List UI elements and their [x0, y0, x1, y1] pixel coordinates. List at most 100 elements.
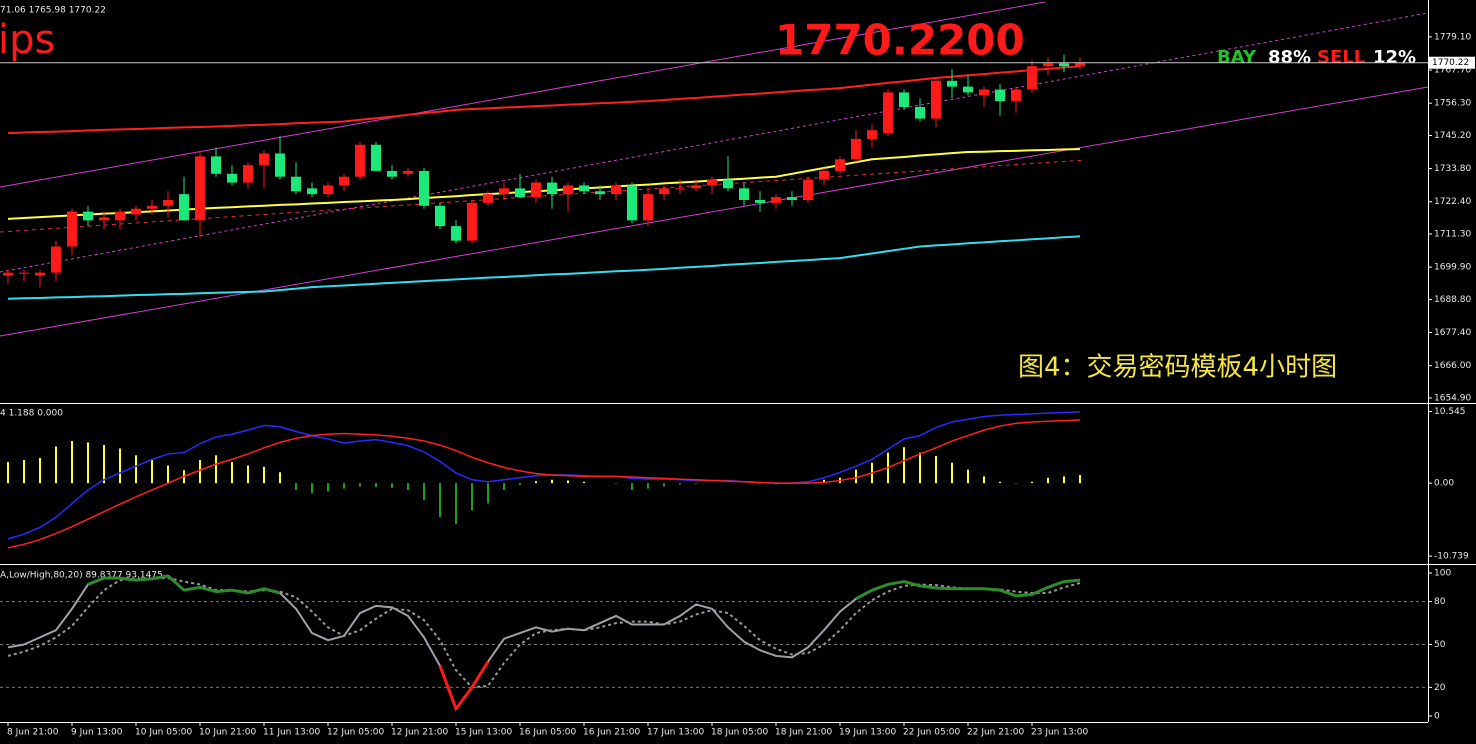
x-tick-label: 11 Jun 13:00 — [263, 728, 320, 738]
candle-body — [739, 188, 749, 200]
level-segment — [454, 686, 474, 710]
level-segment — [871, 583, 889, 592]
y-tick-label: 1756.30 — [1434, 99, 1471, 109]
level-segment — [999, 588, 1017, 598]
x-tick-label: 12 Jun 05:00 — [327, 728, 384, 738]
candle-body — [835, 159, 845, 171]
candle-body — [675, 188, 685, 190]
candle-body — [595, 191, 605, 195]
buy-value: 88% — [1268, 47, 1311, 68]
x-tick-label: 8 Jun 21:00 — [7, 728, 59, 738]
channel-line — [0, 12, 1429, 273]
candle-body — [611, 185, 621, 195]
y-tick-label: 80 — [1434, 597, 1446, 607]
candle-body — [51, 246, 61, 273]
y-tick-label: 100 — [1434, 569, 1451, 579]
candle-body — [1059, 63, 1069, 67]
x-tick-label: 18 Jun 21:00 — [775, 728, 832, 738]
candle-body — [803, 179, 813, 200]
candle-body — [211, 156, 221, 174]
candle-body — [1011, 89, 1021, 102]
candle-body — [643, 194, 653, 221]
current-price-label: 1770.22 — [1432, 58, 1469, 68]
sell-label: SELL — [1317, 47, 1365, 68]
current-price-box — [1429, 56, 1475, 69]
x-tick-label: 18 Jun 05:00 — [711, 728, 768, 738]
y-tick-label: 1711.30 — [1434, 229, 1471, 239]
candle-body — [851, 138, 861, 160]
x-tick-label: 19 Jun 13:00 — [839, 728, 896, 738]
candle-body — [131, 208, 141, 215]
candle-body — [819, 170, 829, 180]
macd-header: 4 1.188 0.000 — [0, 409, 63, 419]
indicator-line — [7, 419, 1081, 549]
y-tick-label: 1733.80 — [1434, 164, 1471, 174]
candle-body — [67, 211, 77, 247]
candle-body — [99, 217, 109, 221]
candle-body — [995, 89, 1005, 102]
candle-body — [723, 179, 733, 189]
level-segment — [135, 577, 153, 582]
candle-body — [563, 185, 573, 195]
channel-line — [0, 159, 1086, 233]
candle-body — [403, 170, 413, 174]
candle-body — [915, 106, 925, 119]
indicator-line — [7, 65, 1081, 135]
level-segment — [438, 665, 458, 710]
candle-body — [547, 182, 557, 195]
candle-body — [83, 211, 93, 221]
level-segment — [855, 588, 873, 601]
level-segment — [231, 588, 249, 595]
x-tick-label: 9 Jun 13:00 — [71, 728, 123, 738]
candle-body — [515, 188, 525, 198]
x-tick-label: 22 Jun 05:00 — [903, 728, 960, 738]
indicator-line — [7, 577, 1081, 689]
candle-body — [195, 156, 205, 221]
y-tick-label: 0 — [1434, 711, 1440, 721]
candle-body — [579, 185, 589, 192]
candle-body — [467, 202, 477, 241]
y-tick-label: 1688.80 — [1434, 295, 1471, 305]
y-tick-label: 50 — [1434, 640, 1446, 650]
candle-body — [531, 182, 541, 198]
level-segment — [87, 576, 105, 586]
candle-body — [3, 272, 13, 276]
candle-body — [931, 80, 941, 119]
candle-body — [179, 194, 189, 221]
candle-body — [259, 153, 269, 166]
indicator-line — [7, 235, 1081, 300]
y-tick-label: 1722.40 — [1434, 197, 1471, 207]
x-tick-label: 16 Jun 21:00 — [583, 728, 640, 738]
caption: 图4：交易密码模板4小时图 — [1018, 353, 1337, 383]
y-tick-label: 1654.90 — [1434, 393, 1471, 403]
x-tick-label: 16 Jun 05:00 — [519, 728, 576, 738]
channel-line — [0, 1, 1046, 188]
candle-body — [979, 89, 989, 96]
x-tick-label: 10 Jun 21:00 — [199, 728, 256, 738]
level-segment — [903, 580, 921, 588]
x-tick-label: 23 Jun 13:00 — [1031, 728, 1088, 738]
level-segment — [887, 580, 905, 586]
candle-body — [787, 197, 797, 200]
level-segment — [1063, 578, 1081, 584]
candle-body — [659, 188, 669, 195]
x-tick-label: 17 Jun 13:00 — [647, 728, 704, 738]
candle-body — [419, 170, 429, 206]
level-segment — [167, 574, 185, 592]
y-tick-label: 1767.70 — [1434, 66, 1471, 76]
candle-body — [115, 211, 125, 221]
y-tick-label: 0.00 — [1434, 479, 1454, 489]
candle-body — [883, 92, 893, 134]
level-segment — [983, 587, 1001, 592]
stoch-header: A,Low/High,80,20) 89.8377 93.1475 — [0, 571, 163, 581]
candle-body — [435, 205, 445, 227]
candle-body — [755, 199, 765, 203]
candle-body — [771, 197, 781, 203]
y-tick-label: 10.545 — [1434, 407, 1466, 417]
y-tick-label: 20 — [1434, 683, 1446, 693]
y-tick-label: 1745.20 — [1434, 131, 1471, 141]
candle-body — [947, 80, 957, 87]
level-segment — [935, 586, 953, 591]
channel-line — [0, 86, 1429, 337]
